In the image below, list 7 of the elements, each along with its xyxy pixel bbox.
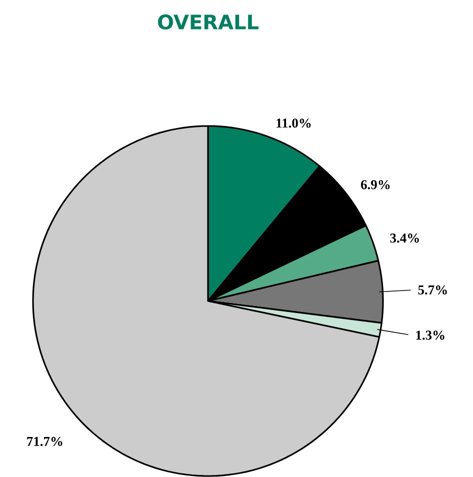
data-label: 1.3%: [416, 330, 444, 340]
data-label: 5.7%: [418, 285, 447, 295]
data-label: 3.4%: [390, 234, 419, 243]
data-label: 6.9%: [360, 180, 390, 190]
data-label: 71.7%: [27, 436, 62, 446]
chart-title: OVERALL: [158, 14, 258, 30]
data-label: 11.0%: [276, 118, 311, 128]
